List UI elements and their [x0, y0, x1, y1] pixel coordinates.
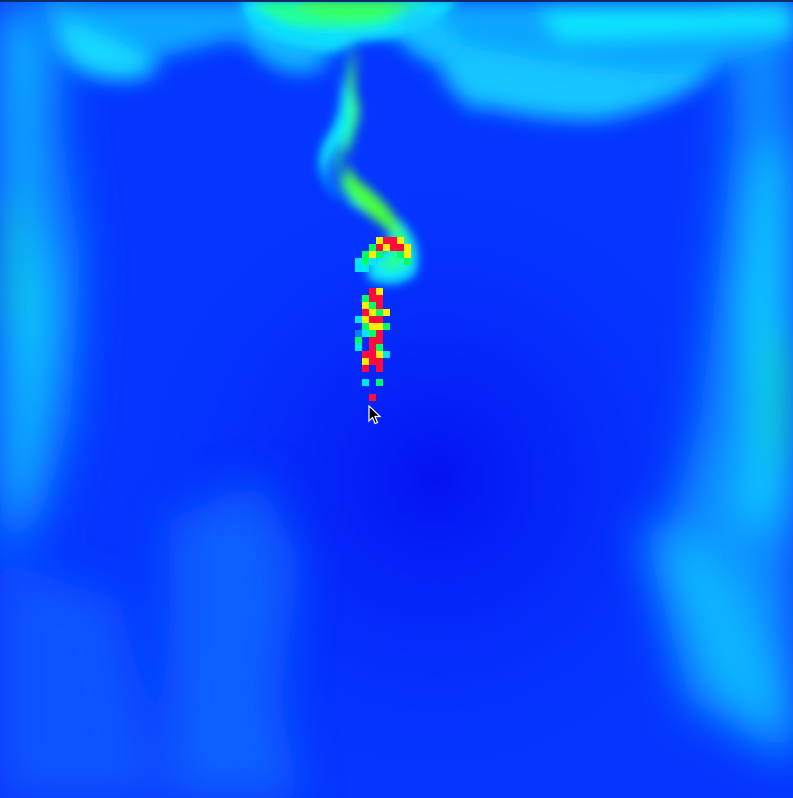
dye-cell [362, 358, 369, 365]
dye-cell [376, 237, 383, 244]
dye-cell [404, 244, 411, 251]
dye-cell [376, 288, 383, 295]
dye-cell [404, 258, 411, 265]
dye-cell [355, 258, 362, 265]
dye-cell [369, 302, 376, 309]
dye-cell [362, 323, 369, 330]
dye-cell [376, 302, 383, 309]
dye-cell [369, 288, 376, 295]
dye-cell [369, 330, 376, 337]
dye-cell [369, 394, 376, 401]
eddies [253, 0, 460, 74]
dye-cell [369, 309, 376, 316]
right-wall-flow [640, 0, 793, 760]
dye-cell [355, 330, 362, 337]
dye-cell [362, 351, 369, 358]
left-wall-flow [0, 0, 300, 798]
dye-cell [390, 237, 397, 244]
window-top-edge [0, 0, 793, 2]
dye-cell [369, 295, 376, 302]
dye-cell [397, 244, 404, 251]
dye-cell [383, 237, 390, 244]
dye-cell [362, 316, 369, 323]
dye-cell [404, 251, 411, 258]
dye-cell [362, 379, 369, 386]
dye-cell [362, 295, 369, 302]
dye-cell [362, 251, 369, 258]
dye-cell [376, 251, 383, 258]
dye-cell [369, 358, 376, 365]
dye-cell [383, 323, 390, 330]
dye-cell [369, 316, 376, 323]
dye-cell [362, 265, 369, 272]
dye-cell [390, 244, 397, 251]
dye-cell [362, 258, 369, 265]
dye-cell [369, 351, 376, 358]
dye-cell [376, 337, 383, 344]
dye-cell [369, 244, 376, 251]
dye-cell [369, 258, 376, 265]
dye-cell [383, 244, 390, 251]
dye-cell [376, 323, 383, 330]
dye-cell [369, 344, 376, 351]
dye-cell [376, 379, 383, 386]
dye-cell [362, 302, 369, 309]
dye-cell [376, 330, 383, 337]
dye-cell [376, 316, 383, 323]
dye-cell [376, 244, 383, 251]
dye-cell [383, 351, 390, 358]
dye-cell [383, 309, 390, 316]
dye-cell [376, 351, 383, 358]
dye-cell [362, 365, 369, 372]
dye-cell [362, 330, 369, 337]
dye-cell [355, 265, 362, 272]
dye-cell [362, 309, 369, 316]
dye-cell [355, 337, 362, 344]
dye-cell [355, 344, 362, 351]
dye-cell [376, 344, 383, 351]
dye-cell [369, 337, 376, 344]
dye-cell [355, 316, 362, 323]
dye-cell [369, 251, 376, 258]
dye-cell [397, 237, 404, 244]
dye-cell [376, 309, 383, 316]
dye-cell [376, 358, 383, 365]
dye-cell [369, 323, 376, 330]
dye-cell [376, 365, 383, 372]
dye-cell [397, 251, 404, 258]
top-flow [40, 0, 793, 120]
arrow-cursor-icon [368, 405, 382, 425]
dye-cell [376, 295, 383, 302]
